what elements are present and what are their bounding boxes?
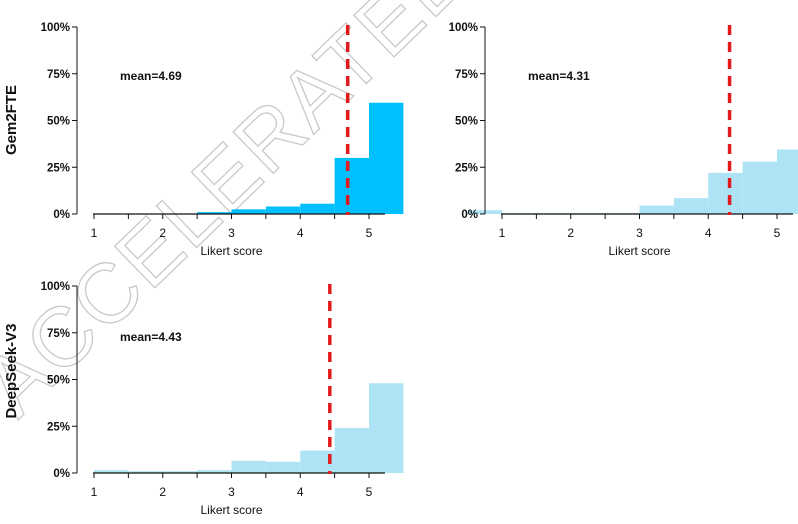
histogram-bar: [197, 470, 232, 473]
histogram-bar: [265, 461, 301, 473]
y-tick-label: 0%: [53, 209, 70, 221]
histogram-bar: [231, 209, 266, 214]
y-tick-label: 100%: [41, 22, 70, 34]
histogram-bar: [162, 471, 198, 473]
x-tick-label: 5: [366, 226, 373, 240]
histogram-bar: [369, 383, 404, 473]
histogram-bar: [300, 203, 335, 214]
x-tick-label: 1: [91, 226, 98, 240]
histogram-bar: [777, 149, 798, 214]
x-tick-label: 3: [228, 226, 235, 240]
histogram-bar: [94, 470, 129, 473]
x-tick-label: 2: [159, 226, 166, 240]
y-tick-label: 50%: [455, 116, 478, 128]
mean-annotation: mean=4.69: [120, 69, 182, 83]
x-axis-label: Likert score: [608, 244, 670, 258]
chart-panel: 0% 25% 50% 75% 100% 1 2 3 4 5 Likert score mean=4.4…: [3, 281, 404, 517]
x-axis-label: Likert score: [200, 244, 262, 258]
x-tick-label: 4: [297, 485, 304, 499]
y-tick-label: 0%: [461, 209, 478, 221]
histogram-bar: [708, 172, 743, 214]
histogram-bar: [369, 102, 404, 214]
y-tick-label: 25%: [455, 162, 478, 174]
y-tick-label: 50%: [47, 116, 70, 128]
histogram-bar: [334, 157, 369, 214]
mean-annotation: mean=4.43: [120, 330, 182, 344]
mean-annotation: mean=4.31: [528, 69, 590, 83]
y-tick-label: 75%: [47, 328, 70, 340]
histogram-bar: [334, 428, 369, 473]
histogram-bar: [742, 161, 777, 214]
histogram-bar: [197, 212, 232, 214]
x-tick-label: 1: [91, 485, 98, 499]
x-tick-label: 3: [228, 485, 235, 499]
row-label: Gem2FTE: [3, 85, 20, 155]
chart-panel: 0% 25% 50% 75% 100% 1 2 3 4 5 Likert score mean=4.3…: [449, 22, 798, 258]
y-tick-label: 100%: [41, 281, 70, 293]
x-tick-label: 5: [366, 485, 373, 499]
x-tick-label: 3: [636, 226, 643, 240]
y-tick-label: 25%: [47, 162, 70, 174]
x-tick-label: 4: [297, 226, 304, 240]
y-tick-label: 100%: [449, 22, 478, 34]
x-tick-label: 2: [159, 485, 166, 499]
histogram-bar: [300, 450, 335, 473]
x-tick-label: 5: [774, 226, 781, 240]
x-tick-label: 1: [499, 226, 506, 240]
histogram-bar: [673, 198, 709, 214]
y-tick-label: 50%: [47, 375, 70, 387]
y-tick-label: 75%: [455, 69, 478, 81]
x-axis-label: Likert score: [200, 503, 262, 517]
histogram-bar: [128, 471, 163, 473]
histogram-bar: [265, 206, 301, 214]
chart-panel: 0% 25% 50% 75% 100% 1 2 3 4 5 Likert score mean=4.6…: [3, 22, 404, 258]
x-tick-label: 2: [567, 226, 574, 240]
histogram-bar: [639, 205, 674, 214]
y-tick-label: 25%: [47, 421, 70, 433]
x-tick-label: 4: [705, 226, 712, 240]
row-label: DeepSeek-V3: [3, 323, 20, 418]
watermark-text: ACCELERATED ARTICLE PREVIEW: [0, 0, 798, 434]
histogram-bar: [231, 460, 266, 473]
y-tick-label: 75%: [47, 69, 70, 81]
y-tick-label: 0%: [53, 468, 70, 480]
